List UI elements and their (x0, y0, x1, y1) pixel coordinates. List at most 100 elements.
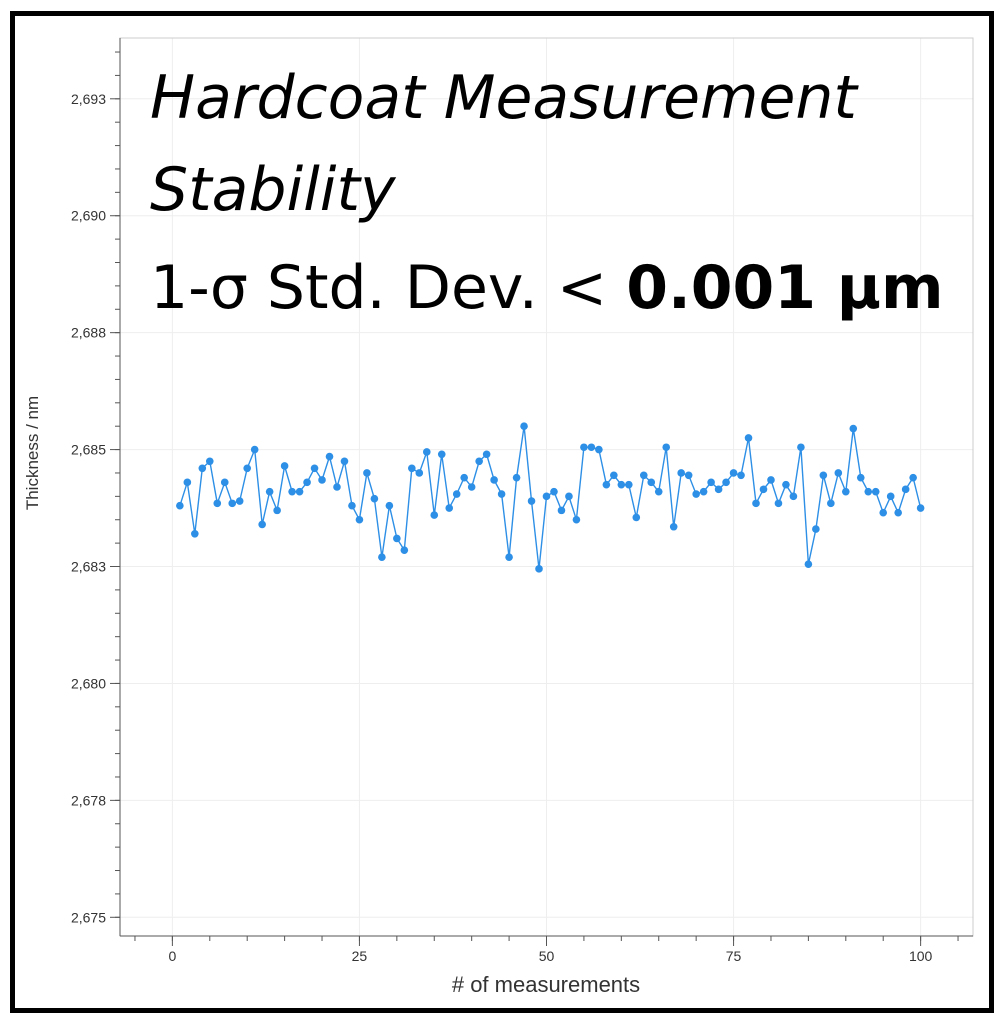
data-point (452, 490, 461, 498)
data-point (243, 464, 252, 473)
data-point (707, 478, 715, 487)
data-point (467, 483, 476, 491)
data-point (258, 520, 266, 529)
data-point (744, 434, 753, 442)
data-point (767, 476, 775, 484)
data-point (580, 443, 588, 452)
y-tick-label: 2,680 (71, 675, 106, 691)
data-point (288, 487, 296, 496)
y-tick-label: 2,690 (71, 208, 106, 224)
y-tick-label: 2,693 (71, 91, 106, 107)
series-line (179, 426, 922, 569)
data-point (355, 515, 364, 524)
data-point (176, 501, 184, 510)
data-point (505, 553, 513, 561)
data-point (610, 471, 618, 480)
data-point (340, 457, 349, 466)
data-point (220, 478, 229, 487)
data-point (804, 560, 813, 568)
data-point (639, 471, 648, 480)
data-point (587, 443, 596, 452)
data-point (527, 497, 536, 505)
x-tick-label: 50 (539, 948, 555, 964)
data-point (602, 480, 611, 489)
data-point (901, 485, 910, 494)
data-point (879, 508, 888, 517)
data-point (737, 471, 745, 480)
data-point (617, 480, 626, 489)
y-tick-label: 2,678 (71, 792, 106, 808)
data-point (250, 445, 259, 454)
data-point (729, 469, 738, 477)
data-point (782, 480, 790, 489)
x-tick-label: 75 (726, 948, 742, 964)
data-point (191, 529, 199, 538)
data-point (677, 469, 685, 477)
data-point (430, 511, 439, 519)
data-point (699, 487, 708, 496)
data-point (647, 478, 656, 487)
data-point (333, 483, 341, 491)
data-point (827, 499, 835, 508)
series-layer (176, 422, 925, 573)
data-point (819, 471, 828, 480)
data-point (909, 473, 917, 482)
data-point (841, 487, 850, 496)
data-point (916, 504, 925, 512)
data-point (325, 452, 334, 461)
data-point (542, 492, 551, 501)
data-point (752, 499, 760, 508)
data-point (692, 490, 700, 498)
data-point (759, 485, 768, 494)
data-point (662, 443, 671, 452)
x-tick-label: 0 (168, 948, 176, 964)
data-point (422, 448, 431, 456)
data-point (183, 478, 192, 487)
data-point (445, 504, 454, 512)
data-point (834, 469, 843, 477)
data-point (310, 464, 319, 473)
subtitle-value: 0.001 µm (626, 253, 944, 323)
subtitle-prefix: 1-σ Std. Dev. < (150, 253, 627, 323)
data-point (886, 492, 895, 501)
data-point (595, 445, 603, 454)
data-point (437, 450, 446, 459)
chart-subtitle: 1-σ Std. Dev. < 0.001 µm (150, 258, 944, 318)
data-point (722, 478, 730, 487)
data-point (565, 492, 573, 501)
data-point (228, 499, 237, 508)
data-point (475, 457, 483, 466)
data-point (871, 487, 880, 496)
data-point (280, 462, 289, 470)
data-point (482, 450, 491, 459)
axes-layer: 2,675 2,678 2,680 2,683 2,685 2,688 2,690 2,693… (71, 38, 973, 964)
data-point (632, 513, 641, 522)
data-point (385, 501, 394, 510)
data-point (490, 476, 498, 484)
data-point (894, 508, 902, 517)
data-point (235, 497, 244, 505)
data-point (393, 534, 401, 543)
data-point (557, 506, 566, 515)
data-point (535, 565, 543, 573)
x-tick-label: 100 (909, 948, 933, 964)
data-point (273, 506, 281, 515)
y-tick-label: 2,688 (71, 325, 106, 341)
data-point (265, 487, 274, 496)
data-point (669, 522, 678, 531)
data-point (864, 487, 873, 496)
data-point (625, 480, 633, 489)
data-point (654, 487, 663, 496)
chart-title-line-2: Stability (150, 155, 396, 225)
data-point (774, 499, 783, 508)
data-point (497, 490, 506, 498)
data-point (572, 515, 581, 524)
y-tick-label: 2,685 (71, 442, 106, 458)
data-point (520, 422, 528, 430)
y-axis-title: Thickness / nm (23, 396, 42, 510)
data-point (318, 476, 326, 484)
data-point (789, 492, 798, 501)
x-tick-label: 25 (352, 948, 368, 964)
data-point (550, 487, 558, 496)
